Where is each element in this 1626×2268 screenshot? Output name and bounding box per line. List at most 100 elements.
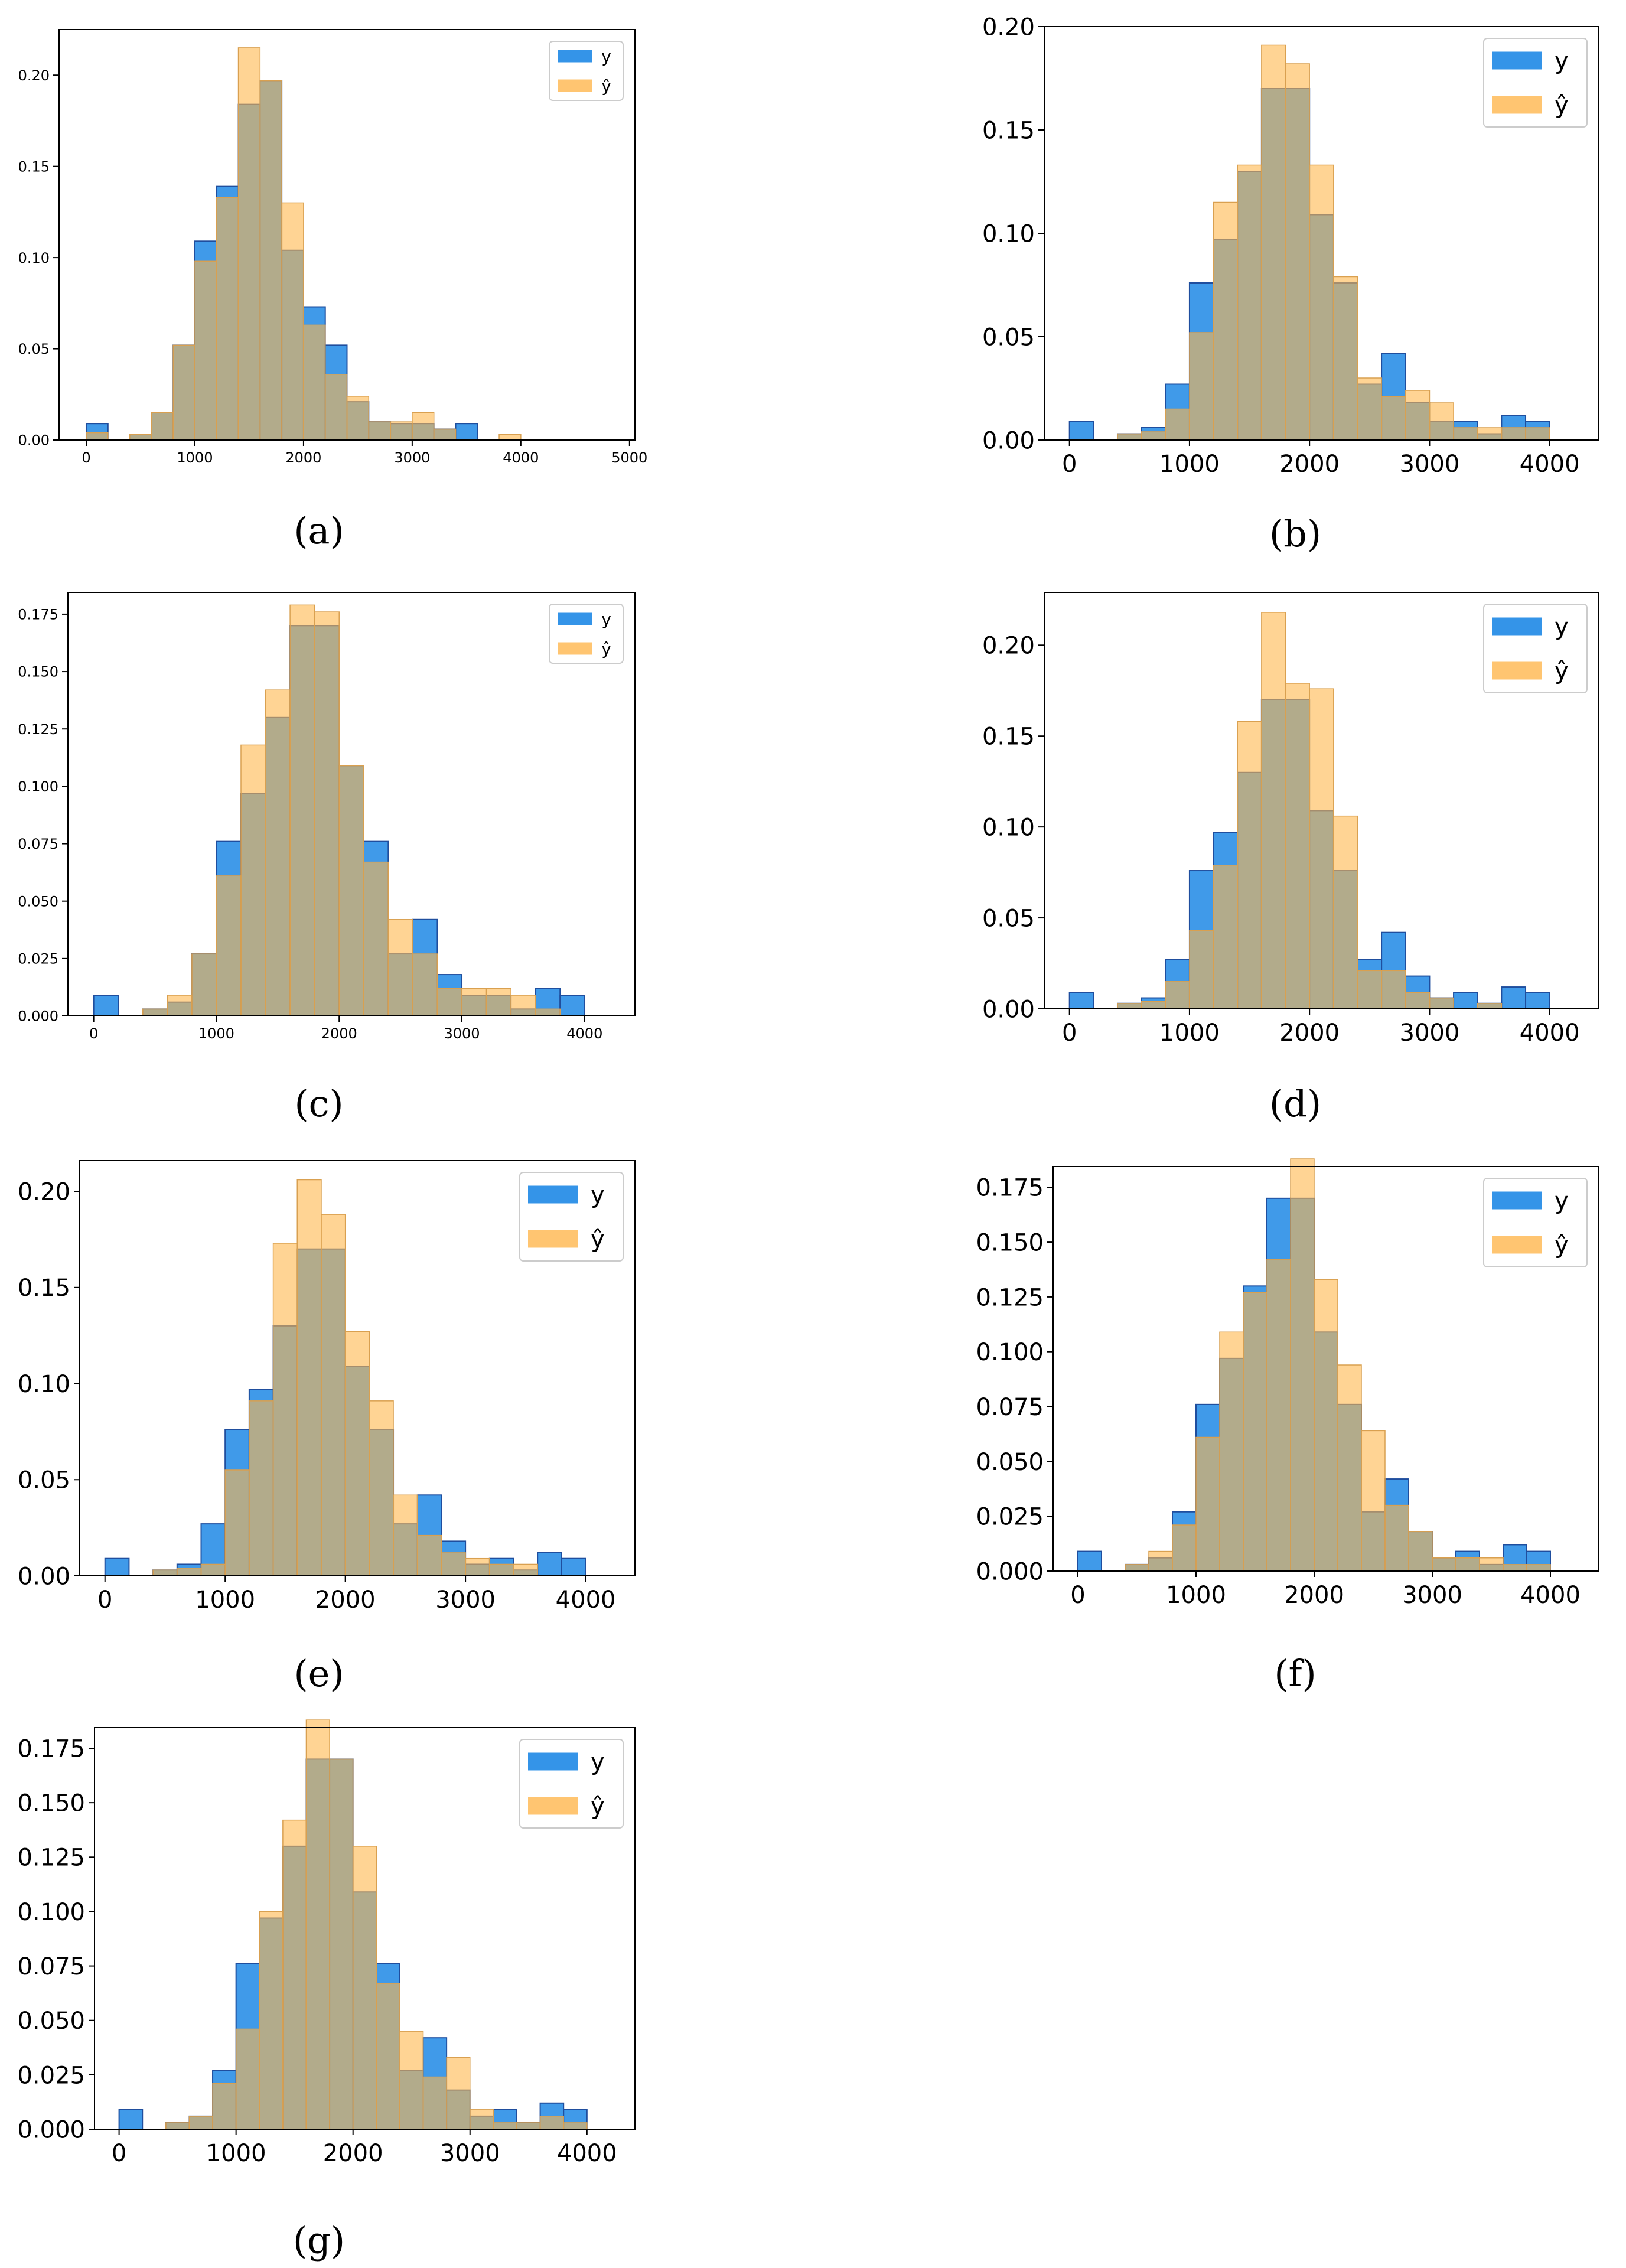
y-tick-label: 0.05 [18,341,50,357]
y-tick-label: 0.100 [976,1339,1044,1366]
bar-yhat [296,1179,322,1576]
x-tick-label: 1000 [198,1025,234,1042]
bar-yhat [338,765,364,1016]
y-tick-label: 0.00 [18,432,50,449]
bar-yhat [1237,721,1262,1009]
legend-swatch-y [1492,1191,1542,1210]
axes-frame [67,592,636,1016]
legend: yŷ [1483,1178,1588,1267]
bar-yhat [1125,1564,1149,1572]
legend-swatch-yhat [558,79,592,92]
legend: yŷ [549,604,624,664]
y-tick-label: 0.075 [976,1394,1044,1421]
bar-yhat [1189,930,1214,1009]
bar-yhat [1243,1292,1267,1572]
x-tick-label: 3000 [1400,451,1460,478]
axes-frame [94,1727,636,2130]
x-tick-label: 4000 [556,1586,616,1614]
bar-yhat [1357,970,1382,1009]
bar-yhat [1381,970,1406,1009]
bar-yhat [412,412,435,441]
panel-caption: (e) [294,1652,344,1695]
bar-yhat [1213,201,1238,441]
bar-yhat [272,1243,298,1576]
bar-yhat [390,421,413,441]
y-tick-label: 0.10 [18,250,50,266]
bar-yhat [1477,427,1503,441]
bar-yhat [1453,427,1478,441]
y-tick-label: 0.150 [17,1790,85,1817]
x-tick-label: 0 [89,1025,98,1042]
y-tick-label: 0.050 [17,2008,85,2035]
y-tick-label: 0.025 [18,950,58,967]
y-tick-label: 0.025 [976,1504,1044,1531]
bar-yhat [1165,981,1190,1009]
bar-yhat [240,744,266,1016]
bar-yhat [1266,1259,1291,1572]
panel-caption: (g) [293,2219,345,2262]
y-tick-label: 0.125 [17,1845,85,1872]
bar-yhat [1117,433,1142,441]
y-tick-label: 0.20 [982,633,1035,660]
bar-yhat [259,80,282,441]
legend-label-y: y [591,1749,605,1776]
x-tick-label: 4000 [557,2140,617,2167]
legend-swatch-yhat [528,1230,578,1248]
bar-yhat [1309,164,1334,441]
legend-label-yhat: ŷ [601,76,611,96]
bar-yhat [1357,377,1382,441]
bar-yhat [510,995,536,1016]
bar-yhat [1148,1550,1173,1572]
legend-swatch-y [528,1752,578,1771]
bar-yhat [212,2083,237,2130]
x-tick-label: 0 [1070,1582,1085,1609]
panel-caption: (f) [1274,1652,1316,1695]
legend-label-yhat: ŷ [1555,658,1569,685]
y-tick-label: 0.15 [18,158,50,175]
bar-y [1068,992,1094,1010]
legend-label-y: y [1555,614,1569,641]
bar-yhat [1405,992,1431,1009]
bar-yhat [1526,1564,1551,1572]
panel-f: 0 1000 2000 3000 4000 0.000 0.025 0.050 0.075 0.1… [976,1158,1599,1695]
bar-yhat [200,1563,226,1576]
legend-swatch-y [558,612,592,625]
bar-y [561,1557,586,1576]
x-tick-label: 4000 [1520,451,1580,478]
bar-y [455,423,478,441]
panel-caption: (a) [294,509,344,552]
bar-yhat [152,1569,178,1576]
x-tick-label: 2000 [315,1586,376,1614]
legend-label-yhat: ŷ [601,639,611,659]
bar-yhat [1290,1158,1315,1572]
x-tick-label: 0 [1062,451,1077,478]
y-tick-label: 0.10 [982,220,1035,247]
y-tick-label: 0.175 [976,1175,1044,1202]
bar-yhat [498,434,522,441]
bar-yhat [191,953,217,1016]
bar-yhat [1455,1557,1480,1572]
x-tick-label: 4000 [503,449,539,466]
x-tick-label: 0 [82,449,90,466]
legend-label-yhat: ŷ [591,1226,605,1253]
axes-frame [79,1160,636,1576]
bar-yhat [1237,164,1262,441]
bar-y [1068,421,1094,441]
bar-yhat [1117,1003,1142,1009]
legend-swatch-yhat [1492,96,1542,114]
panel-g: 0 1000 2000 3000 4000 0.000 0.025 0.050 0.075 0.1… [17,1719,636,2262]
bar-yhat [485,988,511,1016]
bar-yhat [1477,1003,1503,1009]
y-tick-label: 0.05 [18,1467,70,1494]
x-tick-label: 3000 [1400,1019,1460,1047]
x-tick-label: 4000 [566,1025,602,1042]
bar-yhat [1337,1364,1362,1572]
bar-yhat [129,434,152,441]
bar-yhat [516,2122,541,2130]
x-tick-label: 1000 [195,1586,255,1614]
bar-y [1525,992,1550,1010]
panel-caption: (c) [294,1082,343,1125]
panel-b: 0 1000 2000 3000 4000 0.00 0.05 0.10 0.15 0.20 yŷ (… [982,14,1599,555]
bar-yhat [441,1552,466,1576]
bar-yhat [387,919,413,1016]
